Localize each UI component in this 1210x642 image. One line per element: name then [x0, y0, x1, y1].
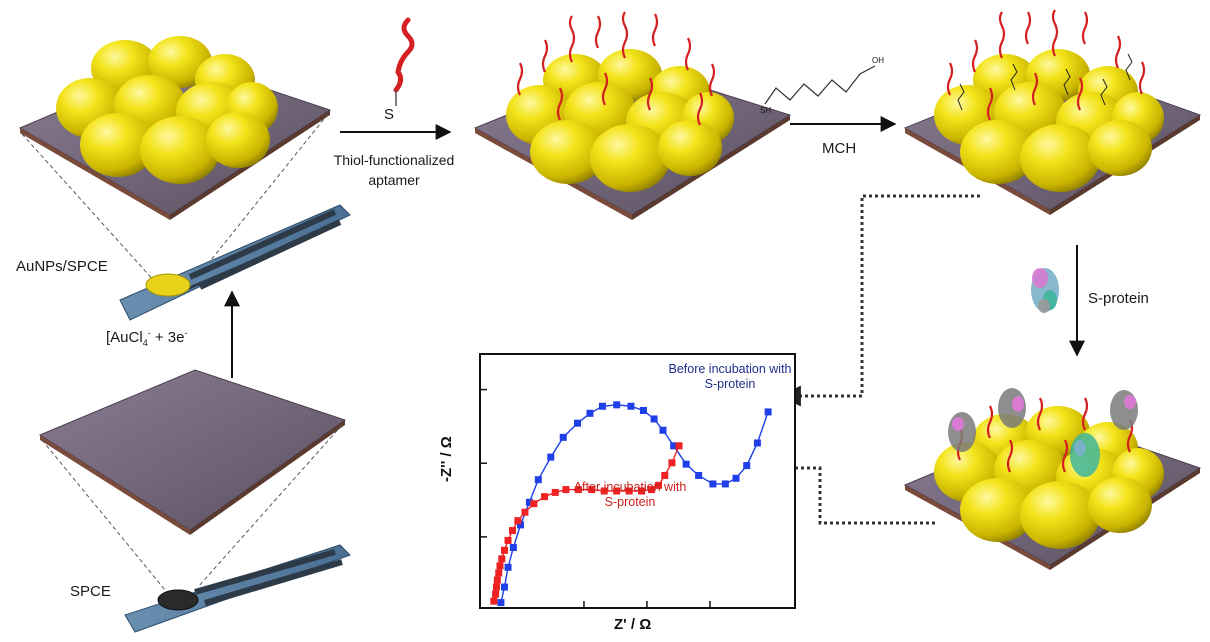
chart-series-points — [490, 401, 772, 607]
data-point-after — [647, 486, 655, 494]
data-point-before — [547, 453, 555, 461]
dotted-connector-before — [779, 194, 980, 407]
label-spce: SPCE — [70, 583, 111, 600]
data-point-before — [650, 415, 658, 423]
data-point-after — [655, 481, 663, 489]
data-point-after — [495, 569, 503, 577]
label-aptamer-s: S — [384, 106, 395, 123]
bound-plate-group — [903, 388, 1202, 570]
data-point-before — [764, 408, 772, 416]
data-point-before — [732, 474, 740, 482]
data-point-before — [721, 480, 729, 488]
data-point-before — [743, 462, 751, 470]
label-mch: MCH — [822, 140, 857, 157]
label-sprotein: S-protein — [1088, 290, 1149, 307]
data-point-after — [500, 546, 508, 554]
gold-electrode-spot — [145, 273, 191, 297]
data-point-after — [661, 471, 669, 479]
data-point-after — [675, 442, 683, 450]
chart-ticks — [480, 388, 711, 608]
data-point-before — [559, 433, 567, 441]
mch-plate-group — [903, 9, 1202, 215]
annotation-before: Before incubation with S-protein — [668, 362, 792, 391]
data-point-after — [492, 583, 500, 591]
chart-ylabel: -Z'' / Ω — [438, 436, 455, 482]
data-point-before — [598, 402, 606, 410]
aptamer-strands — [516, 11, 716, 126]
aunps-plate-group — [18, 36, 332, 284]
data-point-before — [504, 563, 512, 571]
data-point-before — [534, 476, 542, 484]
label-mch-sh: SH — [760, 106, 772, 115]
label-aptamer-line1: Thiol-functionalized — [333, 152, 455, 168]
sprotein-icon — [1031, 268, 1059, 313]
data-point-after — [492, 590, 500, 598]
data-point-after — [514, 517, 522, 525]
bare-plate-group — [38, 369, 347, 591]
data-point-after — [541, 493, 549, 501]
data-point-after — [551, 488, 559, 496]
spce-strip — [124, 544, 351, 633]
data-point-after — [496, 562, 504, 570]
label-aptamer-line2: aptamer — [368, 172, 420, 188]
gold-nanoparticles-1 — [56, 36, 278, 184]
label-aunps-spce: AuNPs/SPCE — [16, 258, 108, 275]
data-point-after — [490, 597, 498, 605]
data-point-before — [613, 401, 621, 409]
data-point-before — [659, 426, 667, 434]
nyquist-chart — [479, 353, 796, 609]
data-point-after — [625, 487, 633, 495]
data-point-before — [682, 460, 690, 468]
data-point-after — [498, 555, 506, 563]
data-point-before — [574, 419, 581, 427]
data-point-after — [638, 487, 646, 495]
aunps-spce-strip — [119, 204, 351, 321]
data-point-before — [670, 442, 678, 450]
label-reaction: [AuCl4- + 3e- — [106, 328, 188, 348]
data-point-before — [627, 402, 635, 410]
chart-xlabel: Z' / Ω — [614, 616, 652, 633]
data-point-after — [600, 487, 608, 495]
aptamer-icon — [393, 17, 415, 106]
data-point-before — [709, 480, 717, 488]
carbon-electrode-spot — [157, 589, 199, 611]
data-point-before — [509, 544, 517, 551]
data-point-before — [517, 521, 524, 529]
annotation-after: After incubation with S-protein — [573, 480, 687, 509]
data-point-after — [574, 486, 582, 494]
data-point-before — [525, 498, 533, 506]
data-point-after — [530, 500, 538, 508]
data-point-before — [586, 409, 594, 417]
aptamer-plate-group — [473, 11, 792, 220]
plate-bare — [38, 369, 347, 531]
data-point-before — [497, 599, 505, 607]
data-point-before — [695, 471, 703, 479]
label-aptamer-desc: Thiol-functionalized aptamer — [318, 150, 470, 190]
data-point-before — [500, 583, 508, 591]
chart-frame — [479, 353, 796, 609]
data-point-after — [493, 576, 501, 584]
data-point-after — [562, 486, 570, 494]
data-point-after — [508, 527, 516, 535]
data-point-after — [588, 486, 596, 494]
data-point-before — [639, 406, 647, 414]
data-point-before — [753, 439, 761, 447]
label-mch-oh: OH — [872, 56, 884, 65]
data-point-after — [521, 508, 529, 516]
data-point-after — [504, 536, 512, 544]
mch-molecule-icon — [764, 65, 876, 105]
bound-sprotein-icons — [948, 388, 1138, 477]
data-point-after — [668, 459, 676, 467]
data-point-after — [613, 487, 621, 495]
